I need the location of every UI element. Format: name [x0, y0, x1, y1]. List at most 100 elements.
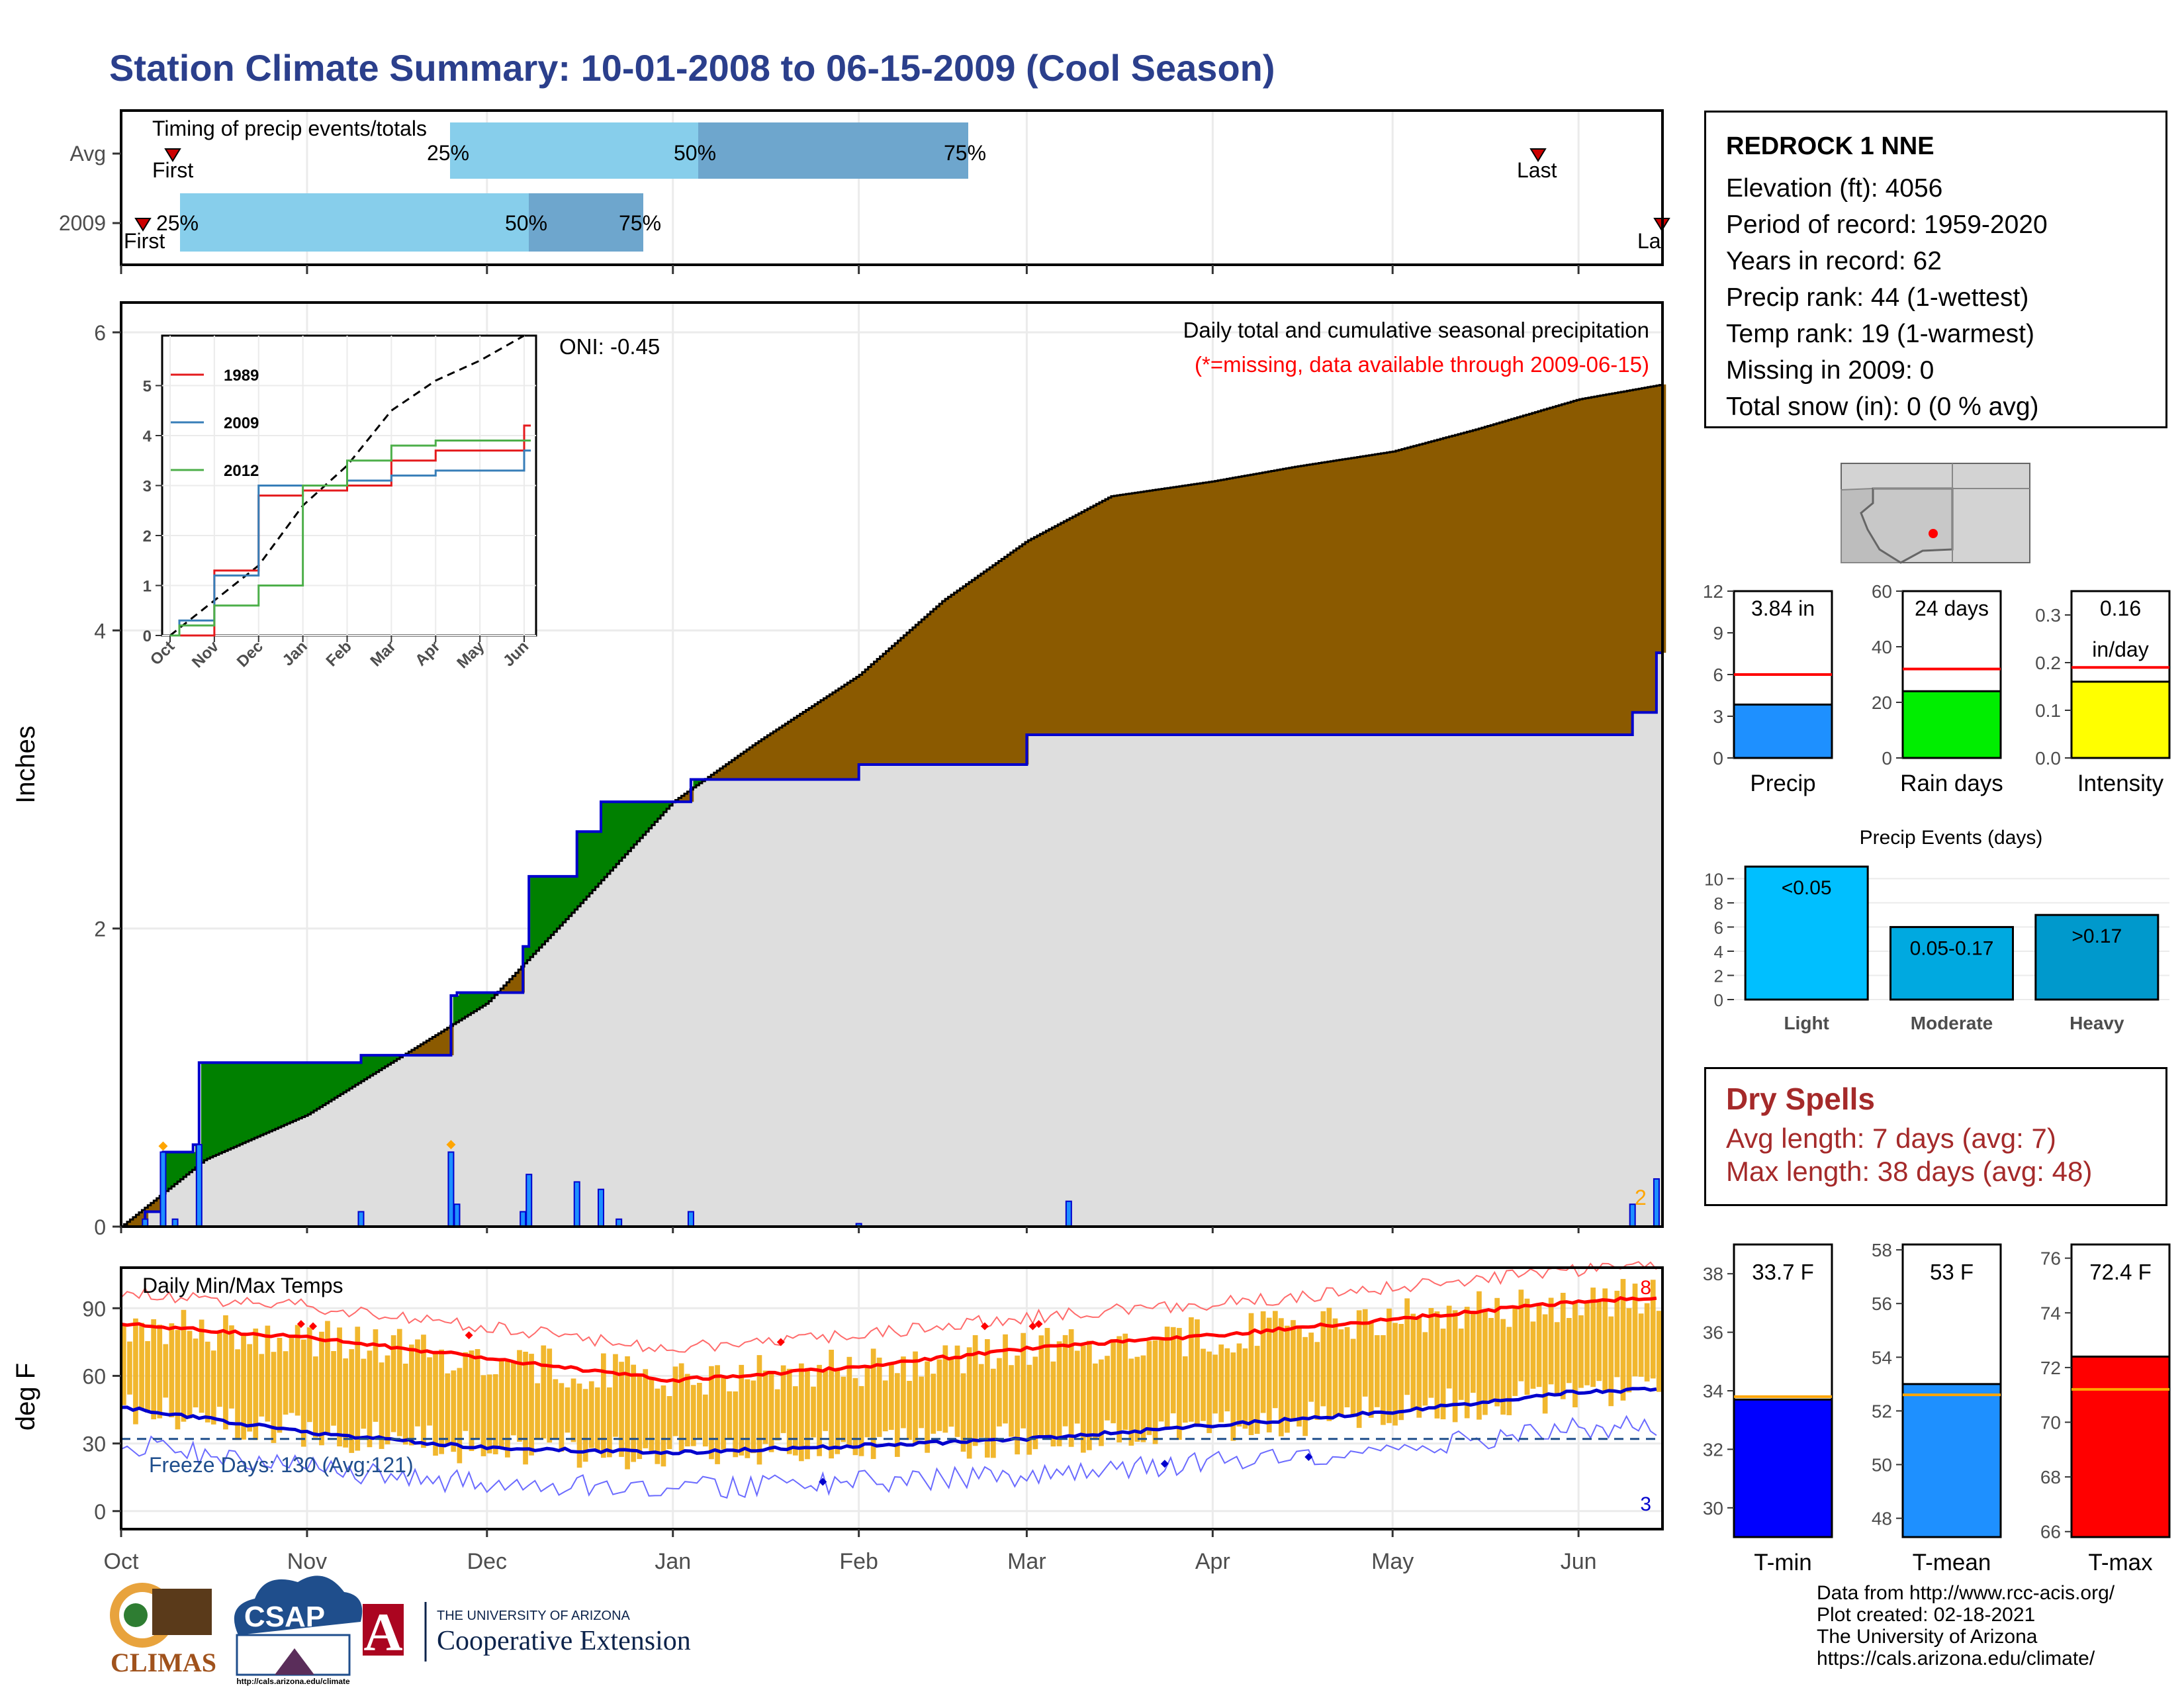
daily-temp-bar	[846, 1356, 852, 1447]
daily-temp-bar	[1009, 1365, 1014, 1437]
daily-temp-bar	[954, 1345, 960, 1437]
timing-row-label-avg: Avg	[69, 142, 106, 165]
daily-temp-bar	[1410, 1313, 1416, 1411]
temp-bar-tick: 70	[2040, 1413, 2061, 1433]
cumulative-above-average	[165, 779, 706, 1192]
timing-2009-last: La	[1637, 229, 1661, 253]
main-y-tick: 4	[94, 619, 106, 643]
daily-temp-bar	[1266, 1317, 1272, 1432]
temp-bar-tick: 72	[2040, 1358, 2061, 1378]
daily-temp-bar	[300, 1339, 306, 1447]
daily-temp-bar	[1134, 1356, 1140, 1442]
mini-chart-tick: 9	[1713, 623, 1723, 643]
temp-bar-tick: 58	[1872, 1240, 1892, 1260]
daily-temp-bar	[1440, 1329, 1446, 1420]
daily-temp-bar	[625, 1356, 630, 1470]
events-bar-label: >0.17	[2071, 925, 2122, 947]
daily-temp-bar	[457, 1368, 463, 1464]
daily-temp-bar	[523, 1352, 528, 1465]
inset-legend-label: 2009	[224, 414, 259, 432]
climas-logo: CLIMAS	[110, 1583, 216, 1677]
station-missing: Missing in 2009: 0	[1726, 356, 1934, 385]
mini-chart-tick: 0.0	[2035, 748, 2061, 769]
daily-temp-bar	[1158, 1340, 1164, 1422]
timing-bar-2009-50-75	[529, 193, 643, 252]
record-high-marker	[1034, 1320, 1043, 1329]
daily-temp-bar	[882, 1380, 888, 1432]
daily-temp-bar	[703, 1394, 708, 1447]
main-y-tick: 6	[94, 321, 106, 345]
temp-bar-label: T-min	[1754, 1550, 1812, 1575]
daily-temp-bar	[858, 1385, 864, 1456]
daily-temp-bar	[774, 1389, 780, 1440]
record-high-marker	[308, 1322, 317, 1331]
x-axis-month-label: Apr	[1195, 1549, 1230, 1574]
daily-precip-bar	[159, 1151, 167, 1227]
daily-temp-bar	[1062, 1335, 1068, 1427]
daily-temp-bar	[1332, 1318, 1338, 1417]
daily-temp-bar	[1536, 1304, 1542, 1387]
mini-chart-tick: 0.3	[2035, 605, 2061, 626]
daily-temp-bar	[415, 1339, 420, 1427]
daily-temp-bar	[733, 1391, 739, 1458]
daily-temp-bar	[1081, 1345, 1086, 1453]
daily-temp-bar	[271, 1352, 277, 1443]
daily-temp-bar	[205, 1341, 210, 1423]
temp-bar-tick: 30	[1703, 1498, 1723, 1519]
daily-temp-bar	[829, 1350, 834, 1459]
daily-temp-bar	[1362, 1309, 1368, 1397]
daily-temp-bar	[1416, 1316, 1422, 1418]
daily-temp-bar	[433, 1353, 438, 1456]
daily-temp-bar	[421, 1335, 426, 1448]
daily-temp-bar	[1656, 1311, 1662, 1392]
daily-temp-bar	[684, 1374, 690, 1447]
daily-temp-bar	[1524, 1298, 1530, 1395]
daily-temp-bar	[1638, 1313, 1644, 1377]
daily-temp-bar	[1128, 1358, 1134, 1446]
record-high-count: 8	[1640, 1277, 1651, 1299]
daily-temp-bar	[660, 1385, 666, 1467]
temp-bar	[1733, 1398, 1833, 1538]
daily-temp-bar	[439, 1349, 444, 1454]
station-elevation: Elevation (ft): 4056	[1726, 174, 1943, 203]
mini-chart-tick: 20	[1872, 692, 1892, 713]
daily-temp-bar	[613, 1354, 618, 1437]
daily-temp-bar	[1344, 1327, 1350, 1407]
daily-temp-bar	[1320, 1311, 1326, 1407]
mini-chart-tick: 0	[1713, 748, 1723, 769]
daily-temp-bar	[1614, 1290, 1620, 1378]
daily-temp-bar	[469, 1350, 475, 1451]
daily-temp-bar	[313, 1356, 318, 1438]
daily-temp-bar	[277, 1338, 283, 1433]
x-axis-month-label: Jan	[655, 1549, 691, 1574]
daily-temp-bar	[817, 1364, 822, 1456]
mini-chart-tick: 60	[1872, 581, 1892, 602]
average-low-line	[120, 1386, 1657, 1456]
ua-logo-block	[363, 1604, 404, 1656]
daily-temp-bar	[1206, 1351, 1212, 1433]
daily-temp-bar	[631, 1364, 636, 1462]
timing-panel-border	[120, 109, 1664, 266]
daily-temp-bar	[445, 1373, 451, 1445]
daily-temp-bar	[396, 1329, 402, 1436]
main-y-tick: 0	[94, 1215, 106, 1239]
daily-temp-bar	[1381, 1335, 1386, 1425]
temp-bar-tick: 34	[1703, 1381, 1723, 1401]
ua-logo-letter: A	[363, 1602, 402, 1662]
daily-temp-bar	[925, 1361, 930, 1453]
mini-chart-tick: 0.1	[2035, 700, 2061, 721]
temp-bar-tick: 32	[1703, 1439, 1723, 1460]
daily-temp-bar	[349, 1349, 355, 1453]
daily-temp-bar	[805, 1368, 810, 1460]
daily-temp-bar	[529, 1354, 534, 1456]
timing-2009-50: 50%	[505, 211, 547, 235]
daily-temp-bar	[379, 1362, 385, 1449]
daily-temp-bar	[210, 1350, 216, 1425]
daily-temp-bar	[715, 1365, 720, 1464]
temp-bar-tick: 68	[2040, 1467, 2061, 1487]
daily-temp-bar	[1242, 1348, 1248, 1429]
daily-temp-bar	[1398, 1324, 1404, 1421]
mini-chart-label: Precip	[1750, 771, 1815, 796]
daily-precip-bar	[573, 1181, 580, 1228]
daily-temp-bar	[913, 1351, 918, 1444]
